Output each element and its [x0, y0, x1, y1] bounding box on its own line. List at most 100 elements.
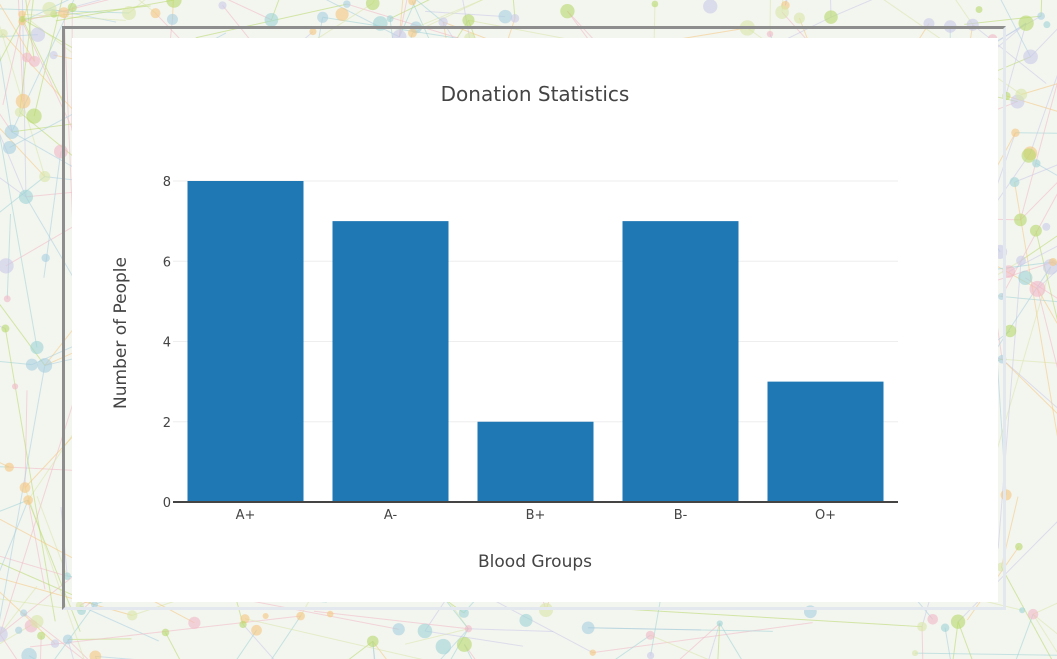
network-line — [398, 0, 417, 38]
network-node — [309, 28, 317, 36]
network-line — [650, 634, 709, 659]
network-line — [6, 213, 12, 299]
network-line — [1001, 358, 1057, 414]
network-line — [1015, 614, 1034, 659]
network-node — [58, 7, 70, 19]
network-line — [17, 0, 24, 102]
network-node — [26, 108, 42, 124]
network-node — [49, 50, 58, 60]
network-line — [0, 133, 27, 198]
network-line — [2, 18, 23, 106]
network-node — [63, 572, 72, 580]
network-node — [19, 15, 26, 23]
network-node — [917, 621, 927, 632]
network-node — [1003, 324, 1017, 338]
network-line — [67, 639, 74, 659]
network-node — [435, 638, 452, 655]
network-node — [408, 0, 417, 6]
network-line — [1025, 277, 1057, 299]
network-node — [1011, 128, 1020, 137]
network-line — [19, 0, 34, 113]
network-line — [271, 615, 302, 659]
network-node — [150, 8, 161, 19]
network-line — [972, 24, 1047, 84]
network-node — [15, 93, 31, 109]
network-node — [30, 340, 44, 355]
network-node — [264, 13, 279, 27]
network-node — [1018, 15, 1034, 31]
network-node — [166, 0, 182, 8]
network-node — [417, 623, 433, 639]
network-node — [392, 623, 405, 636]
network-node — [11, 383, 19, 390]
network-line — [1001, 358, 1057, 409]
network-node — [950, 614, 966, 629]
network-node — [28, 55, 40, 67]
network-line — [25, 0, 35, 62]
network-line — [415, 0, 484, 28]
network-line — [0, 8, 130, 14]
network-line — [1021, 83, 1057, 95]
network-node — [37, 358, 53, 373]
network-node — [824, 10, 838, 24]
network-node — [20, 609, 28, 617]
network-line — [1037, 288, 1057, 369]
network-line — [1019, 82, 1057, 220]
network-node — [23, 495, 33, 505]
network-node — [296, 611, 305, 621]
network-line — [1037, 288, 1057, 324]
x-tick-label: A- — [384, 508, 398, 523]
network-node — [498, 9, 513, 24]
network-line — [915, 652, 1057, 656]
network-line — [0, 177, 27, 198]
network-node — [1032, 159, 1041, 168]
network-line — [830, 0, 873, 18]
network-node — [456, 637, 472, 652]
network-line — [0, 365, 46, 621]
network-line — [404, 628, 469, 645]
network-node — [218, 1, 227, 10]
network-line — [1032, 602, 1057, 615]
network-node — [366, 635, 379, 648]
network-line — [27, 500, 46, 590]
network-node — [42, 1, 57, 16]
network-node — [89, 650, 102, 659]
network-node — [464, 625, 473, 633]
y-tick-label: 2 — [163, 416, 171, 431]
network-node — [326, 610, 334, 618]
network-line — [0, 25, 46, 177]
network-node — [18, 189, 34, 204]
network-node — [0, 258, 14, 274]
network-line — [1015, 132, 1057, 134]
network-node — [18, 10, 26, 18]
network-line — [313, 610, 469, 630]
network-line — [424, 630, 524, 647]
network-line — [227, 0, 272, 21]
network-node — [1015, 542, 1023, 551]
network-line — [1040, 0, 1043, 17]
network-line — [55, 0, 175, 22]
x-axis-title: Blood Groups — [478, 552, 592, 572]
y-axis-ticks: 0 2 4 6 8 — [163, 175, 171, 511]
network-node — [0, 626, 8, 642]
network-node — [1016, 255, 1026, 266]
chart-frame — [62, 26, 1006, 610]
network-node — [581, 621, 595, 635]
network-node — [927, 614, 939, 625]
network-node — [510, 14, 520, 23]
network-line — [1006, 95, 1057, 112]
y-tick-label: 4 — [163, 336, 171, 351]
network-node — [166, 13, 178, 25]
network-node — [4, 124, 19, 139]
network-node — [519, 613, 533, 627]
network-node — [30, 614, 44, 629]
network-line — [1001, 295, 1057, 303]
network-line — [24, 390, 28, 488]
network-node — [539, 603, 554, 618]
network-line — [325, 0, 400, 38]
network-node — [458, 607, 469, 618]
network-line — [0, 499, 29, 572]
network-line — [0, 134, 38, 348]
x-tick-label: O+ — [815, 508, 836, 523]
network-node — [651, 0, 659, 8]
